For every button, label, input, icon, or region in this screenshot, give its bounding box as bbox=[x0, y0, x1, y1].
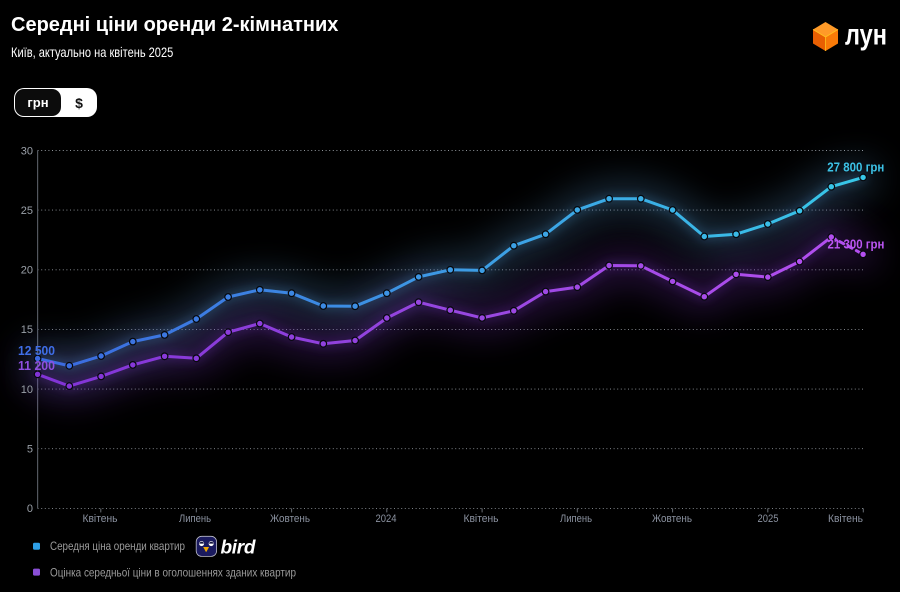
svg-text:12 500: 12 500 bbox=[18, 343, 55, 358]
svg-text:15: 15 bbox=[21, 324, 33, 336]
svg-text:11 200: 11 200 bbox=[18, 358, 55, 373]
svg-text:лун: лун bbox=[845, 19, 887, 52]
svg-text:30: 30 bbox=[21, 145, 33, 157]
svg-text:Липень: Липень bbox=[560, 513, 592, 525]
svg-text:5: 5 bbox=[27, 444, 33, 456]
svg-text:Середня ціна оренди квартир: Середня ціна оренди квартир bbox=[50, 539, 185, 553]
svg-text:27 800 грн: 27 800 грн bbox=[827, 160, 884, 175]
svg-text:Жовтень: Жовтень bbox=[652, 513, 692, 525]
svg-text:Квітень: Квітень bbox=[464, 513, 499, 525]
svg-text:21 300 грн: 21 300 грн bbox=[828, 237, 885, 252]
svg-text:bird: bird bbox=[221, 538, 256, 559]
svg-text:2025: 2025 bbox=[758, 513, 779, 525]
svg-text:Оцінка середньої ціни в оголош: Оцінка середньої ціни в оголошеннях здан… bbox=[50, 566, 296, 580]
svg-text:2024: 2024 bbox=[376, 513, 397, 525]
svg-text:Жовтень: Жовтень bbox=[270, 513, 310, 525]
svg-text:Липень: Липень bbox=[179, 513, 211, 525]
svg-text:25: 25 bbox=[21, 205, 33, 217]
svg-text:10: 10 bbox=[21, 384, 33, 396]
svg-text:0: 0 bbox=[27, 503, 33, 515]
svg-text:Квітень: Квітень bbox=[83, 513, 118, 525]
svg-text:20: 20 bbox=[21, 265, 33, 277]
svg-text:Квітень: Квітень bbox=[828, 513, 863, 525]
